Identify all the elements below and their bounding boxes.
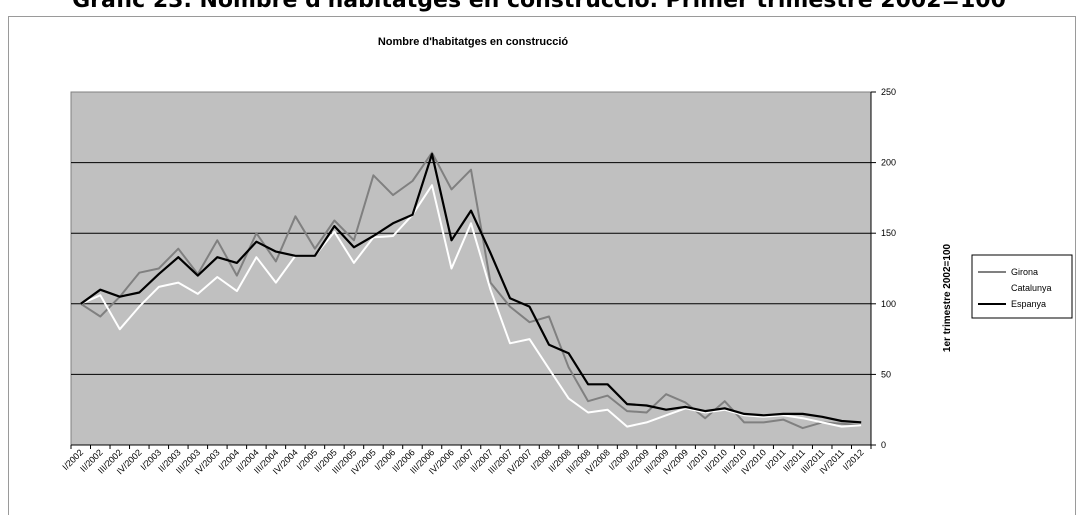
grid (71, 162, 871, 375)
y-axis-label: 1er trimestre 2002=100 (942, 243, 953, 352)
y-tick-labels: 0 50 100 150 200 250 (881, 87, 896, 450)
series-line-catalunya (80, 184, 862, 428)
y-tick-label: 200 (881, 158, 896, 168)
legend-label-espanya: Espanya (1011, 299, 1046, 309)
chart: Nombre d'habitatges en construcció 0 50 10… (60, 36, 1073, 476)
legend-label-girona: Girona (1011, 267, 1038, 277)
y-tick-label: 50 (881, 369, 891, 379)
series-line-girona (80, 151, 862, 430)
chart-title: Nombre d'habitatges en construcció (378, 36, 569, 48)
axes (70, 91, 876, 449)
y-tick-label: 0 (881, 440, 886, 450)
y-tick-label: 250 (881, 87, 896, 97)
x-tick-labels: I/2002II/2002III/2002IV/2002I/2003II/200… (60, 447, 865, 476)
series-lines (80, 151, 862, 430)
y-tick-label: 100 (881, 299, 896, 309)
series-line-espanya (80, 153, 862, 424)
y-tick-label: 150 (881, 228, 896, 238)
legend: Girona Catalunya Espanya (971, 254, 1073, 319)
page-title: Gràfic 23. Nombre d'habitatges en constr… (72, 0, 1006, 13)
legend-label-catalunya: Catalunya (1011, 283, 1052, 293)
legend-box (971, 254, 1073, 319)
chart-frame: Nombre d'habitatges en construcció 0 50 10… (8, 16, 1076, 515)
x-tick-label: I/2012 (841, 447, 866, 472)
